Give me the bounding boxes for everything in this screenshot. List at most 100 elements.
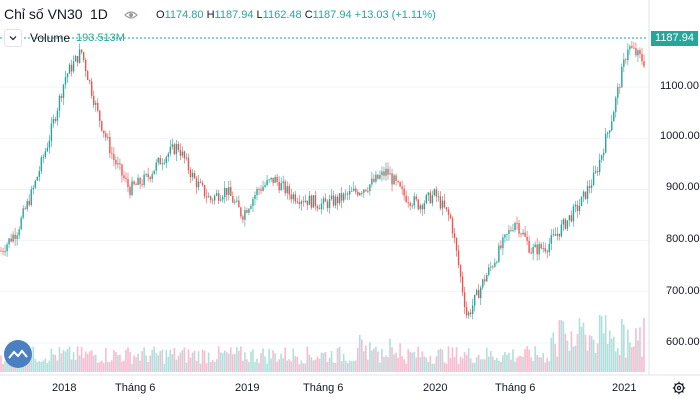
volume-bar — [137, 353, 139, 372]
volume-bar — [90, 350, 93, 372]
volume-bar — [38, 361, 41, 372]
candle-body — [623, 59, 625, 67]
volume-bar — [215, 359, 218, 372]
candle-body — [492, 266, 494, 268]
candle-body — [298, 202, 301, 204]
candle-body — [407, 201, 409, 203]
volume-bar — [352, 360, 355, 372]
candle-body — [175, 144, 178, 155]
volume-bar — [191, 352, 194, 372]
volume-bar — [119, 354, 121, 372]
candle-body — [574, 204, 577, 207]
volume-bar — [346, 362, 349, 372]
tradingview-logo-icon[interactable] — [4, 340, 32, 368]
gear-icon[interactable] — [672, 381, 686, 395]
volume-bar — [94, 354, 97, 372]
candle-body — [330, 195, 333, 200]
interval-label[interactable]: 1D — [90, 6, 108, 22]
candle-body — [520, 233, 522, 235]
volume-bar — [28, 361, 31, 372]
candle-body — [338, 193, 341, 204]
candle-body — [550, 235, 552, 244]
volume-bar — [375, 346, 377, 372]
volume-bar — [207, 352, 210, 372]
volume-bar — [631, 347, 633, 372]
candle-body — [113, 153, 115, 160]
volume-bar — [280, 353, 282, 372]
symbol-title[interactable]: Chỉ số VN30 — [4, 6, 83, 22]
candle-body — [566, 220, 569, 229]
collapse-button[interactable] — [4, 29, 22, 47]
volume-bar — [292, 348, 295, 372]
candle-body — [536, 244, 538, 255]
volume-bar — [272, 350, 274, 372]
candle-body — [627, 49, 629, 61]
candle-body — [103, 130, 105, 134]
candle-body — [201, 182, 204, 186]
candle-body — [449, 214, 452, 219]
candle-body — [594, 171, 597, 173]
candle-body — [546, 251, 548, 253]
price-tick: 1100.00 — [660, 80, 699, 92]
candle-body — [18, 229, 20, 236]
candle-body — [207, 196, 210, 198]
volume-bar — [411, 352, 414, 372]
volume-bar — [282, 358, 285, 372]
volume-bar — [373, 348, 375, 372]
volume-bar — [76, 346, 79, 372]
candle-body — [139, 177, 141, 185]
eye-icon[interactable] — [124, 8, 138, 22]
volume-bar — [580, 326, 583, 372]
volume-bar — [141, 351, 143, 372]
volume-bar — [242, 360, 244, 372]
volume-bar — [419, 357, 422, 372]
candle-body — [127, 179, 129, 188]
candle-body — [111, 153, 113, 154]
volume-bar — [526, 346, 528, 372]
candle-body — [602, 152, 605, 156]
candle-body — [4, 251, 6, 253]
candle-body — [387, 168, 389, 175]
candle-body — [463, 292, 466, 308]
candle-body — [518, 223, 520, 234]
volume-bar — [483, 359, 486, 372]
candle-body — [488, 267, 490, 275]
candle-body — [538, 244, 540, 255]
candle-body — [600, 155, 603, 160]
open-value: 1174.80 — [164, 9, 204, 21]
candle-body — [171, 144, 174, 147]
volume-bar — [512, 349, 514, 372]
volume-bar — [139, 360, 141, 372]
volume-bar — [223, 350, 226, 372]
volume-bar — [421, 351, 424, 372]
volume-bar — [0, 355, 2, 372]
candle-body — [411, 205, 413, 207]
close-value: 1187.94 — [312, 9, 352, 21]
candle-body — [607, 132, 609, 134]
candle-body — [236, 200, 238, 202]
candle-body — [36, 176, 38, 181]
candle-body — [84, 59, 87, 72]
volume-bar — [504, 352, 506, 372]
candle-body — [129, 187, 131, 196]
volume-bar — [107, 361, 109, 372]
volume-bar — [489, 350, 492, 372]
volume-bar — [570, 331, 573, 372]
price-tick: 700.00 — [666, 285, 700, 297]
candle-body — [143, 174, 145, 185]
candle-body — [163, 162, 165, 164]
candle-body — [363, 189, 365, 193]
candle-body — [280, 183, 282, 191]
volume-bar — [437, 349, 440, 372]
candle-body — [26, 200, 28, 210]
candle-body — [451, 218, 454, 234]
volume-bar — [227, 353, 230, 372]
candle-body — [161, 163, 163, 165]
candle-body — [222, 196, 224, 200]
candle-body — [228, 187, 230, 195]
volume-bar — [635, 328, 637, 372]
volume-bar — [556, 356, 559, 372]
candle-body — [131, 181, 133, 196]
candle-body — [28, 200, 30, 206]
